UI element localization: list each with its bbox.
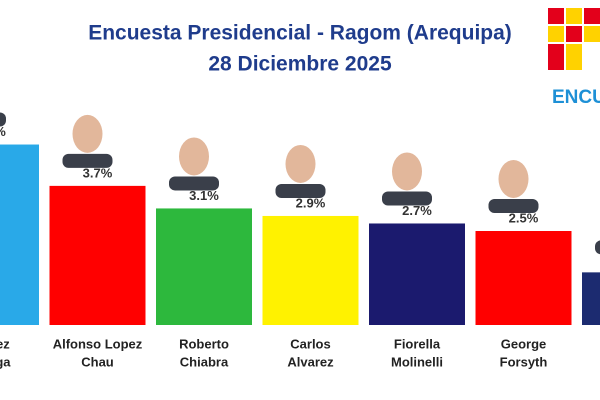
photo-head: [179, 137, 209, 176]
photo-body: [62, 153, 113, 168]
logo-square: [548, 26, 564, 42]
value-label: 2.9%: [296, 195, 326, 210]
photo-body: [382, 191, 432, 206]
photo-head: [285, 144, 316, 183]
x-tick-label: George: [501, 336, 547, 351]
x-tick-label: Fiorella: [394, 336, 441, 351]
candidate-photo: [0, 112, 6, 127]
x-tick-label: Chiabra: [180, 354, 229, 369]
candidate-photo: [62, 114, 113, 168]
x-tick-label: Alfonso Lopez: [53, 336, 143, 351]
candidate-photo: [488, 160, 539, 213]
logo-square: [584, 8, 600, 24]
bar: [0, 144, 39, 325]
bar: [262, 215, 359, 325]
photo-body: [169, 176, 219, 191]
bar: [369, 223, 465, 325]
logo-text: ENCU: [552, 87, 600, 108]
bar: [582, 272, 600, 325]
chart-subtitle: 28 Diciembre 2025: [208, 53, 392, 76]
photo-body: [488, 199, 539, 213]
x-tick-label: Roberto: [179, 336, 229, 351]
bar: [156, 208, 252, 325]
value-label: 2.5%: [509, 210, 539, 225]
photo-body: [595, 240, 600, 255]
photo-head: [72, 114, 103, 153]
chart-title: Encuesta Presidencial - Ragom (Arequipa): [88, 22, 512, 45]
candidate-photo: [275, 144, 326, 198]
logo-square: [566, 44, 582, 70]
value-label: 3.7%: [83, 165, 113, 180]
logo-square: [548, 8, 564, 24]
bar: [49, 185, 146, 325]
x-tick-label: Chau: [81, 354, 114, 369]
value-label: 2.7%: [402, 203, 432, 218]
value-label: 3.1%: [189, 188, 219, 203]
candidate-photo: [382, 152, 432, 206]
x-tick-label: Molinelli: [391, 354, 443, 369]
candidate-photo: [169, 137, 219, 191]
x-tick-label: Carlos: [290, 336, 330, 351]
x-tick-label: López: [0, 336, 10, 351]
photo-head: [392, 152, 422, 191]
bar: [475, 231, 572, 325]
value-label: 4.8%: [0, 124, 6, 139]
photo-body: [275, 183, 326, 198]
x-tick-label: Aliaga: [0, 354, 11, 369]
photo-body: [0, 112, 6, 127]
logo-square: [566, 8, 582, 24]
candidate-photo: [595, 240, 600, 255]
logo-square: [566, 26, 582, 42]
logo-square: [584, 26, 600, 42]
logo: ENCU: [548, 8, 600, 108]
photo-head: [498, 160, 529, 198]
logo-square: [548, 44, 564, 70]
x-tick-label: Forsyth: [500, 354, 548, 369]
x-tick-label: Alvarez: [287, 354, 334, 369]
